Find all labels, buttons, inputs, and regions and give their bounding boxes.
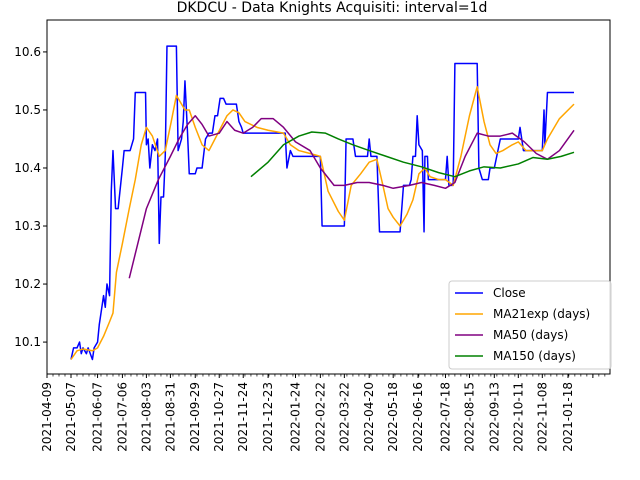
series-line-0 bbox=[70, 45, 575, 361]
x-tick-label: 2021-06-07 bbox=[91, 382, 105, 452]
legend-box bbox=[448, 280, 612, 370]
x-tick-label: 2021-08-03 bbox=[139, 382, 153, 452]
x-tick-label: 2022-10-11 bbox=[511, 382, 525, 452]
legend: Close MA21exp (days) MA50 (days) MA150 (day… bbox=[448, 280, 612, 370]
x-tick-label: 2022-04-20 bbox=[362, 382, 376, 452]
x-tick-label: 2022-02-22 bbox=[313, 382, 327, 452]
x-tick-label: 2022-05-18 bbox=[386, 382, 400, 452]
x-tick-label: 2021-11-24 bbox=[236, 382, 250, 452]
x-tick-label: 2021-08-31 bbox=[163, 382, 177, 452]
y-tick-label: 10.6 bbox=[14, 45, 41, 59]
x-tick-label: 2021-12-23 bbox=[261, 382, 275, 452]
y-axis: 10.1 10.2 10.3 10.4 10.5 10.6 bbox=[14, 45, 47, 349]
x-tick-label: 2021-05-07 bbox=[64, 382, 78, 452]
plot-frame bbox=[46, 19, 611, 375]
legend-entry: Close bbox=[493, 286, 526, 300]
legend-entry: MA21exp (days) bbox=[493, 307, 590, 321]
x-tick-label: 2021-10-27 bbox=[212, 382, 226, 452]
series-layer bbox=[70, 45, 575, 361]
x-tick-label: 2021-09-29 bbox=[188, 382, 202, 452]
x-tick-label: 2022-11-08 bbox=[535, 382, 549, 452]
chart-title: DKDCU - Data Knights Acquisiti: interval… bbox=[177, 0, 488, 16]
x-tick-label: 2022-08-15 bbox=[462, 382, 476, 452]
y-tick-label: 10.2 bbox=[14, 277, 41, 291]
x-tick-label: 2022-01-24 bbox=[289, 382, 303, 452]
legend-entry: MA150 (days) bbox=[493, 349, 576, 363]
x-tick-label: 2022-06-16 bbox=[411, 382, 425, 452]
series-line-1 bbox=[70, 85, 575, 360]
legend-entry: MA50 (days) bbox=[493, 328, 568, 342]
x-tick-label: 2022-09-13 bbox=[487, 382, 501, 452]
x-tick-label: 2021-04-09 bbox=[40, 382, 54, 452]
x-tick-label: 2021-01-18 bbox=[561, 382, 575, 452]
y-tick-label: 10.4 bbox=[14, 161, 41, 175]
x-tick-label: 2021-07-06 bbox=[115, 382, 129, 452]
y-tick-label: 10.1 bbox=[14, 335, 41, 349]
y-tick-label: 10.3 bbox=[14, 219, 41, 233]
x-tick-label: 2022-03-22 bbox=[337, 382, 351, 452]
x-axis: 2021-04-09 2021-05-07 2021-06-07 2021-07-06… bbox=[40, 374, 606, 452]
x-tick-label: 2022-07-18 bbox=[438, 382, 452, 452]
series-line-2 bbox=[128, 115, 575, 279]
series-line-3 bbox=[250, 131, 575, 178]
y-tick-label: 10.5 bbox=[14, 103, 41, 117]
